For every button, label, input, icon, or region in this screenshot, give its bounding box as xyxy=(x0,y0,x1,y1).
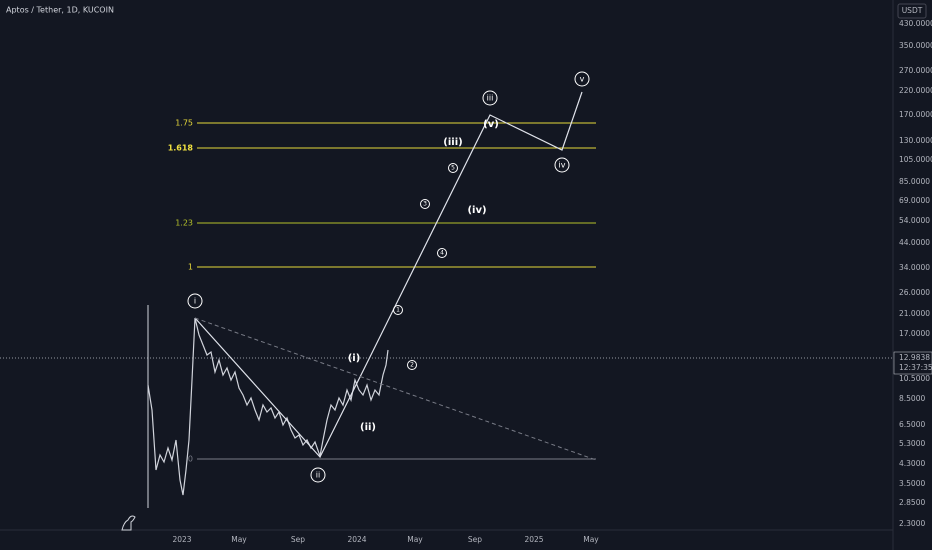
intermediate-wave-label: (v) xyxy=(483,119,499,130)
price-tick-label: 2.8500 xyxy=(899,498,925,507)
price-tick-label: 2.3000 xyxy=(899,519,925,528)
major-wave-label: iii xyxy=(487,94,494,103)
price-tick-label: 69.0000 xyxy=(899,196,930,205)
intermediate-wave-label: (i) xyxy=(348,353,361,364)
time-tick-label: 2023 xyxy=(172,535,191,544)
price-tick-label: 130.0000 xyxy=(899,136,932,145)
price-tick-label: 350.0000 xyxy=(899,41,932,50)
currency-box[interactable] xyxy=(897,3,927,19)
price-tick-label: 105.0000 xyxy=(899,155,932,164)
price-tick-label: 34.0000 xyxy=(899,263,930,272)
wave-circle xyxy=(310,467,326,483)
fib-label: 1.23 xyxy=(175,219,193,228)
wave-circle xyxy=(554,157,570,173)
current-price-box xyxy=(893,351,932,375)
intermediate-wave-label: (iv) xyxy=(467,205,486,216)
wave-circle xyxy=(187,293,203,309)
price-tick-label: 17.0000 xyxy=(899,329,930,338)
price-tick-label: 3.5000 xyxy=(899,479,925,488)
major-wave-label: i xyxy=(194,297,196,306)
intermediate-wave-label: (ii) xyxy=(360,422,376,433)
time-tick-label: Sep xyxy=(291,535,305,544)
time-tick-label: 2024 xyxy=(347,535,366,544)
price-tick-label: 44.0000 xyxy=(899,238,930,247)
trend-line xyxy=(194,317,597,461)
intermediate-wave-label: (iii) xyxy=(443,137,462,148)
fib-label: 1 xyxy=(188,263,193,272)
countdown: 12:37:35 xyxy=(899,363,932,372)
price-tick-label: 5.3000 xyxy=(899,439,925,448)
price-tick-label: 6.5000 xyxy=(899,420,925,429)
price-tick-label: 170.0000 xyxy=(899,110,932,119)
logo xyxy=(121,515,136,531)
price-tick-label: 430.0000 xyxy=(899,19,932,28)
minor-wave-label: 4 xyxy=(440,250,444,257)
time-ticks: 2023 May Sep 2024 May Sep 2025 May xyxy=(172,535,599,544)
minor-circle xyxy=(407,360,417,370)
price-tick-label: 8.5000 xyxy=(899,394,925,403)
major-wave-label: ii xyxy=(316,471,320,480)
minor-circle xyxy=(420,199,430,209)
minor-wave-label: 2 xyxy=(410,362,414,369)
price-tick-label: 54.0000 xyxy=(899,216,930,225)
price-tick-label: 21.0000 xyxy=(899,309,930,318)
major-wave-label: v xyxy=(580,75,585,84)
price-tick-label: 26.0000 xyxy=(899,288,930,297)
price-tick-label: 220.0000 xyxy=(899,86,932,95)
minor-circle xyxy=(393,305,403,315)
currency: USDT xyxy=(902,6,923,15)
time-tick-label: Sep xyxy=(468,535,482,544)
minor-circle xyxy=(437,248,447,258)
price-tick-label: 270.0000 xyxy=(899,66,932,75)
price-tick-label: 10.5000 xyxy=(899,374,930,383)
minor-wave-label: 5 xyxy=(451,165,455,172)
major-wave-label: iv xyxy=(559,161,566,170)
wave-circle xyxy=(574,71,590,87)
time-tick-label: May xyxy=(583,535,599,544)
wave-line xyxy=(194,91,583,459)
fib-label: 1.75 xyxy=(175,119,193,128)
fib-lines xyxy=(197,122,596,460)
minor-wave-label: 3 xyxy=(423,201,427,208)
current-price: 12.9838 xyxy=(899,353,930,362)
time-tick-label: May xyxy=(231,535,247,544)
time-tick-label: 2025 xyxy=(524,535,543,544)
fib-label: 1.618 xyxy=(168,144,194,153)
symbol-title: Aptos / Tether, 1D, KUCOIN xyxy=(6,6,114,15)
minor-wave-label: 1 xyxy=(396,307,400,314)
price-tick-label: 85.0000 xyxy=(899,177,930,186)
time-tick-label: May xyxy=(407,535,423,544)
minor-circle xyxy=(448,163,458,173)
fib-label: 0 xyxy=(188,455,193,464)
price-ticks: 430.0000 350.0000 270.0000 220.0000 170.0000… xyxy=(899,19,932,528)
wave-circle xyxy=(482,90,498,106)
price-tick-label: 4.3000 xyxy=(899,459,925,468)
